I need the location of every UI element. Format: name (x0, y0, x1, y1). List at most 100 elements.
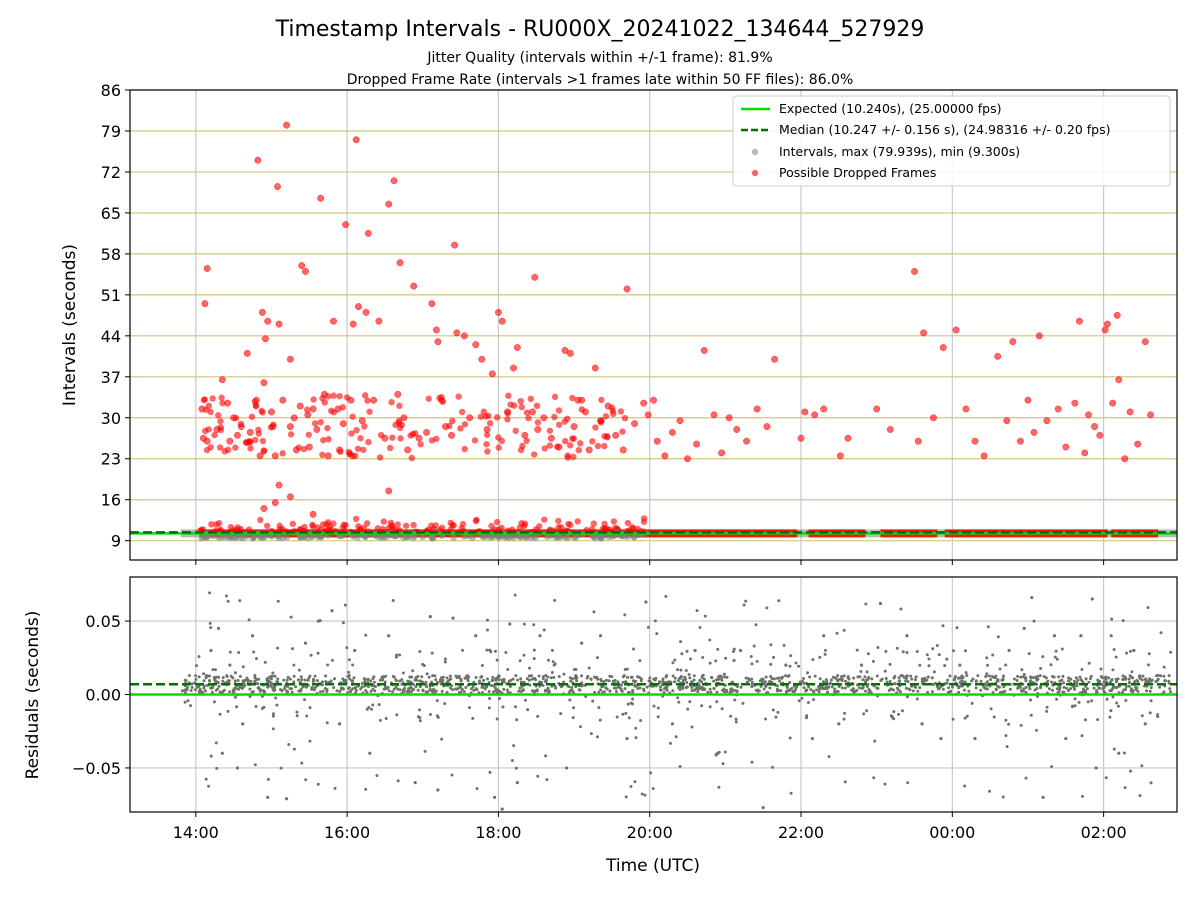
residual-point (1067, 676, 1071, 680)
residual-point (544, 673, 548, 677)
residual-point (716, 647, 720, 651)
dropped-point-123 (771, 355, 778, 363)
residual-point (750, 685, 754, 689)
residual-point (833, 690, 837, 694)
dropped-point-39 (317, 194, 325, 202)
residual-point (360, 685, 364, 689)
residual-point (364, 633, 368, 637)
residual-point (1024, 776, 1028, 780)
residual-point (955, 626, 959, 630)
residual-point (1149, 686, 1153, 690)
residual-point (750, 680, 754, 684)
residual-point (498, 689, 502, 693)
dropped-point-dense (541, 445, 549, 452)
residual-point (351, 687, 355, 691)
residual-point (577, 688, 581, 692)
residual-point (454, 674, 458, 678)
residual-point (948, 690, 952, 694)
residual-point (197, 689, 201, 693)
residual-point (661, 680, 665, 684)
residual-point (1035, 728, 1039, 732)
dropped-point-dense (317, 419, 324, 426)
dropped-point-150 (1062, 443, 1070, 451)
residual-point (947, 686, 951, 690)
residual-point (714, 659, 718, 663)
residual-point (1115, 701, 1119, 705)
dropped-point-51 (358, 417, 366, 425)
dropped-cluster-point (493, 518, 501, 526)
residual-point (458, 684, 462, 688)
residual-point (865, 670, 869, 674)
residual-point (536, 714, 540, 718)
residual-point (487, 706, 491, 710)
residual-point (218, 712, 222, 716)
residual-point (1060, 678, 1064, 682)
dropped-point-dense (360, 446, 367, 454)
residual-point (530, 689, 534, 693)
residual-point (1067, 679, 1071, 683)
residual-point (190, 682, 194, 686)
dropped-point-dense (510, 402, 518, 409)
residual-point (1069, 687, 1073, 691)
residual-point (932, 670, 936, 674)
residuals-y-ticks: −0.05 0.00 0.05 (72, 612, 130, 778)
residual-point (292, 747, 296, 751)
interval-point (243, 533, 251, 540)
residual-point (493, 649, 497, 653)
residual-point (696, 690, 700, 694)
residual-point (918, 663, 922, 667)
residual-point (396, 687, 400, 691)
residual-point (550, 684, 554, 688)
dropped-cluster-point (356, 526, 364, 533)
residual-point (587, 666, 591, 670)
residual-point (1075, 681, 1079, 685)
residual-outlier-11 (330, 609, 334, 613)
residual-point (189, 704, 193, 708)
residual-point (784, 674, 788, 678)
residual-point (1109, 709, 1113, 713)
residual-point (517, 689, 521, 693)
residual-point (985, 672, 989, 676)
residual-point (541, 675, 545, 679)
residual-point (596, 677, 600, 681)
residual-point (733, 698, 737, 702)
residual-point (957, 690, 961, 694)
residual-point (843, 780, 847, 784)
residual-point (394, 685, 398, 689)
dropped-point-120 (743, 437, 750, 445)
residual-point (634, 726, 638, 730)
dropped-point-153 (1081, 449, 1089, 457)
dropped-point-135 (929, 414, 937, 422)
dropped-point-113 (684, 455, 691, 463)
residual-point (621, 712, 625, 716)
residual-point (1012, 677, 1016, 681)
residual-point (335, 689, 339, 693)
dropped-cluster-point (567, 521, 574, 529)
residual-point (676, 668, 680, 672)
residual-point (979, 688, 983, 692)
residual-point (1114, 686, 1118, 690)
dropped-point-dense (366, 408, 373, 415)
residual-point (605, 678, 609, 682)
residual-outlier-31 (670, 722, 675, 726)
residual-point (534, 689, 538, 693)
interval-point (275, 534, 283, 542)
residual-point (1029, 675, 1033, 679)
dropped-cluster-point (521, 520, 529, 527)
residual-point (434, 678, 438, 682)
residual-point (263, 660, 267, 664)
residual-point (527, 678, 531, 682)
residual-outlier-50 (1022, 626, 1026, 631)
interval-point (522, 534, 529, 541)
dropped-point-50 (355, 303, 362, 311)
residual-point (1024, 686, 1028, 690)
residual-point (873, 739, 877, 743)
residual-outlier-40 (859, 663, 864, 667)
residual-point (282, 678, 286, 682)
residual-point (421, 662, 425, 666)
residual-point (524, 698, 528, 702)
dropped-point-115 (700, 347, 708, 354)
residual-point (1099, 674, 1103, 678)
residual-point (678, 688, 682, 692)
dropped-point-149 (1054, 405, 1062, 413)
